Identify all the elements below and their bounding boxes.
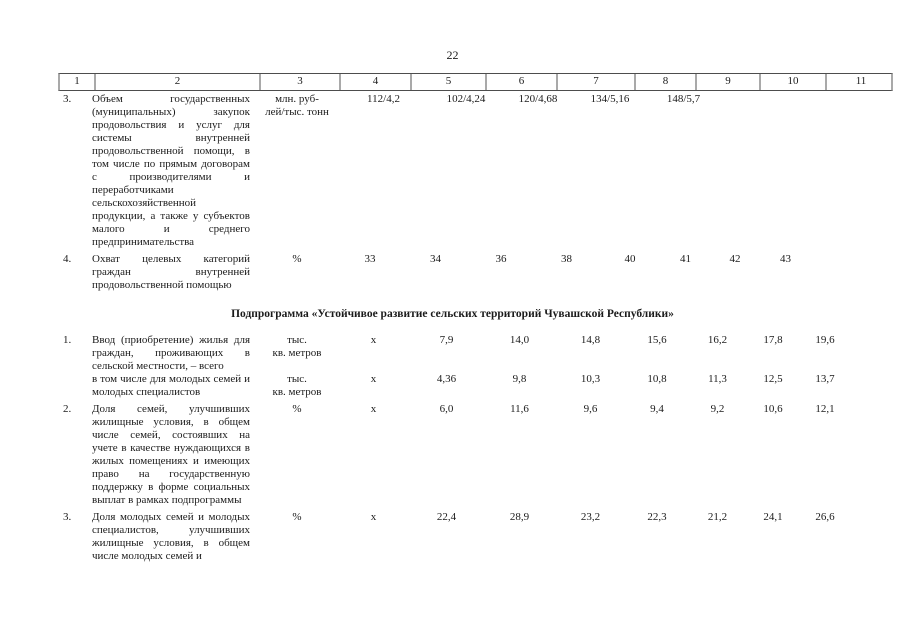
value-col-8: 40 (624, 253, 636, 265)
value-col-7: 9,6 (583, 403, 598, 415)
value-col-7: 38 (561, 253, 572, 265)
value-col-6: 120/4,68 (518, 93, 558, 105)
value-col-11: 43 (780, 253, 791, 265)
value-col-8: 22,3 (647, 511, 667, 523)
page-number: 22 (446, 48, 459, 62)
unit-of-measure: % (292, 511, 302, 523)
value-col-9: 41 (680, 253, 691, 265)
value-col-7: 14,8 (580, 334, 601, 346)
table-row: в том числе для молодых семей и молодых … (58, 373, 893, 399)
unit-of-measure: тыс. кв. метров (272, 334, 322, 359)
section1-rows: 3. Объем государственных (муниципальных) … (58, 93, 893, 292)
indicator-name: Доля молодых семей и молодых специалисто… (92, 511, 250, 562)
header-col-9: 9 (695, 74, 759, 90)
value-col-10: 24,1 (763, 511, 783, 523)
value-col-8: 10,8 (647, 373, 667, 385)
value-col-4: х (370, 334, 377, 346)
table-row: 3. Доля молодых семей и молодых специалис… (58, 511, 893, 563)
value-col-9: 9,2 (710, 403, 725, 415)
table-row: 4. Охват целевых категорий граждан внутре… (58, 253, 893, 292)
value-col-11: 26,6 (815, 511, 835, 523)
value-col-4: х (370, 403, 377, 415)
value-col-5: 102/4,24 (446, 93, 486, 105)
row-number: 1. (63, 334, 72, 346)
value-col-8: 9,4 (650, 403, 664, 415)
row-number: 4. (63, 253, 72, 265)
indicator-name: Объем государственных (муниципальных) за… (92, 93, 250, 248)
indicator-name: Охват целевых категорий граждан внутренн… (92, 253, 250, 291)
value-col-4: х (370, 373, 377, 385)
value-col-5: 6,0 (439, 403, 454, 415)
table-row: 3. Объем государственных (муниципальных) … (58, 93, 893, 249)
value-col-11: 19,6 (815, 334, 835, 346)
indicator-name: в том числе для молодых семей и молодых … (92, 373, 250, 398)
document-page: 22 1 2 3 4 5 6 7 8 9 10 11 3. Объем государственных… (58, 48, 893, 563)
value-col-4: 33 (364, 253, 376, 265)
row-number: 3. (63, 511, 72, 523)
header-col-8: 8 (634, 74, 695, 90)
value-col-11: 13,7 (815, 373, 835, 385)
header-col-3: 3 (259, 74, 339, 90)
header-col-4: 4 (339, 74, 410, 90)
value-col-11: 12,1 (815, 403, 835, 415)
table-row: 2. Доля семей, улучшивших жилищные услови… (58, 403, 893, 507)
value-col-4: 112/4,2 (367, 93, 400, 105)
value-col-10: 17,8 (763, 334, 783, 346)
indicator-name: Ввод (приобретение) жилья для граждан, п… (92, 334, 250, 372)
value-col-6: 11,6 (510, 403, 529, 415)
row-number: 2. (63, 403, 72, 415)
header-col-5: 5 (410, 74, 485, 90)
value-col-10: 42 (729, 253, 741, 265)
header-col-10: 10 (759, 74, 825, 90)
header-col-1: 1 (74, 75, 80, 87)
value-col-10: 12,5 (763, 373, 783, 385)
unit-of-measure: млн. руб- лей/тыс. тонн (265, 93, 329, 118)
value-col-5: 34 (430, 253, 441, 265)
header-col-7: 7 (556, 74, 634, 90)
unit-of-measure: % (292, 403, 302, 415)
value-col-10: 10,6 (763, 403, 783, 415)
header-col-6: 6 (485, 74, 556, 90)
value-col-9: 21,2 (707, 511, 728, 523)
value-col-6: 14,0 (509, 334, 530, 346)
value-col-6: 28,9 (509, 511, 530, 523)
table-header-row: 1 2 3 4 5 6 7 8 9 10 11 (58, 73, 893, 91)
value-col-9: 16,2 (707, 334, 728, 346)
header-col-2: 2 (94, 74, 259, 90)
unit-of-measure: % (292, 253, 302, 265)
value-col-6: 9,8 (512, 373, 527, 385)
table-row: 1. Ввод (приобретение) жилья для граждан,… (58, 334, 893, 373)
value-col-5: 7,9 (439, 334, 454, 346)
subprogram-rows: 1. Ввод (приобретение) жилья для граждан,… (58, 334, 893, 563)
value-col-5: 4,36 (436, 373, 457, 385)
value-col-6: 36 (495, 253, 507, 265)
value-col-4: х (370, 511, 377, 523)
value-col-7: 23,2 (580, 511, 601, 523)
row-number: 3. (63, 93, 72, 105)
value-col-8: 15,6 (647, 334, 667, 346)
value-col-5: 22,4 (436, 511, 457, 523)
indicators-table: 1 2 3 4 5 6 7 8 9 10 11 3. Объем государственных (м… (58, 73, 893, 563)
unit-of-measure: тыс. кв. метров (272, 373, 322, 398)
value-col-8: 148/5,7 (666, 93, 701, 105)
header-col-11: 11 (825, 74, 895, 90)
indicator-name: Доля семей, улучшивших жилищные условия,… (92, 403, 250, 506)
value-col-7: 134/5,16 (590, 93, 630, 105)
value-col-9: 11,3 (708, 373, 727, 385)
value-col-7: 10,3 (580, 373, 601, 385)
subprogram-title: Подпрограмма «Устойчивое развитие сельск… (231, 308, 674, 320)
